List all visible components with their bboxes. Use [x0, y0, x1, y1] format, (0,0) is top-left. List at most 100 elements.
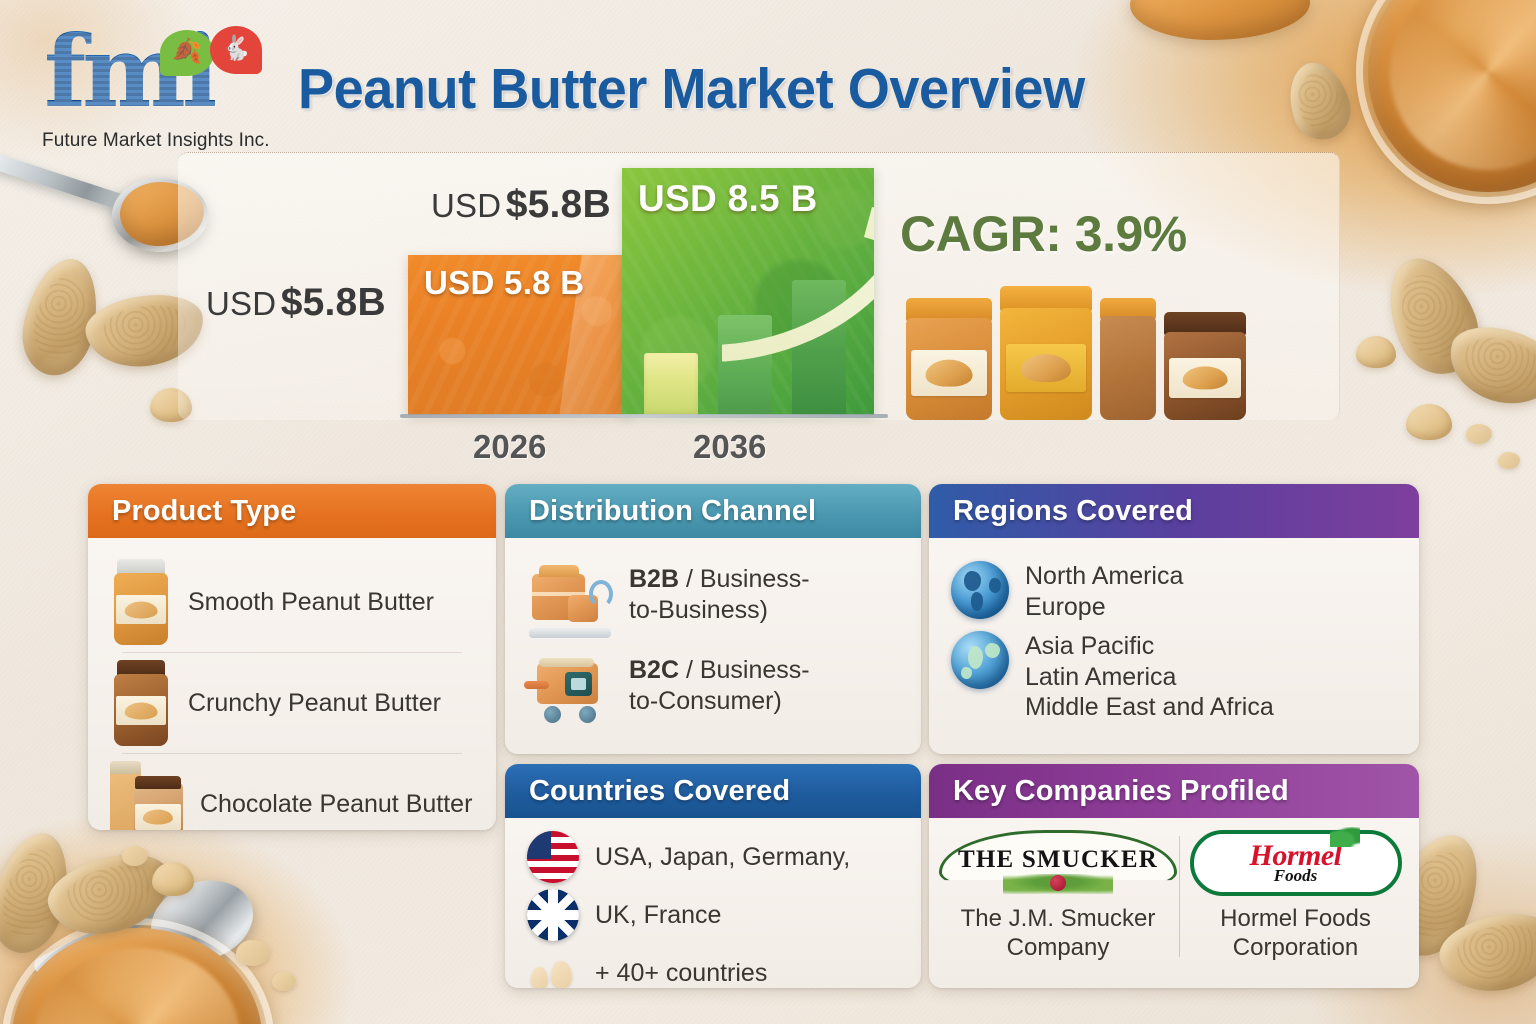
card-key-companies: Key Companies Profiled THE SMUCKER The J… [929, 764, 1419, 988]
jar-lid [117, 660, 165, 678]
product-jars-illustration [906, 275, 1246, 420]
card-key-companies-title: Key Companies Profiled [929, 764, 1419, 818]
parcel-lid [539, 565, 579, 578]
bottle-body [1100, 316, 1156, 420]
card-key-companies-body: THE SMUCKER The J.M. Smucker Company Hor… [929, 818, 1419, 973]
list-item[interactable]: USA, Japan, Germany, [523, 828, 903, 886]
card-regions-covered: Regions Covered North America Europe Asi… [929, 484, 1419, 754]
peanut-crumb-right-2 [1498, 452, 1520, 469]
delivery-cart-icon [523, 655, 613, 723]
logo-tagline: Future Market Insights Inc. [42, 130, 270, 151]
smucker-berry-icon [1050, 875, 1066, 891]
hormel-logo-subtext: Foods [1273, 866, 1318, 885]
rabbit-glyph: 🐇 [221, 35, 251, 63]
card-regions-covered-body: North America Europe Asia Pacific Latin … [929, 538, 1419, 740]
leaf-glyph: 🍂 [172, 38, 202, 66]
region-line: Middle East and Africa [1025, 693, 1274, 721]
product-type-label: Smooth Peanut Butter [188, 587, 434, 616]
list-item[interactable]: UK, France [523, 886, 903, 944]
hormel-foods-logo-icon: Hormel Foods [1189, 827, 1402, 896]
callout-left-prefix: USD [206, 285, 277, 322]
growth-arrow-icon [722, 207, 874, 362]
smooth-peanut-butter-jar-icon [110, 559, 172, 645]
bar-2036: USD 8.5 B [622, 168, 874, 415]
jar-label-front [135, 804, 182, 830]
jar-label [116, 595, 166, 625]
jar-chocolate-icon [1164, 312, 1246, 420]
callout-left-value: $5.8B [280, 281, 386, 324]
jar-label-art-2 [1020, 354, 1072, 382]
distribution-channel-label: B2C / Business- to-Consumer) [629, 655, 810, 716]
hormel-leaf-icon [1329, 827, 1360, 847]
channel-line2: to-Consumer) [629, 686, 782, 715]
flag-uk-icon [527, 889, 579, 941]
region-line: Europe [1025, 592, 1106, 621]
company-smucker[interactable]: THE SMUCKER The J.M. Smucker Company [939, 830, 1177, 963]
chocolate-peanut-butter-jars-icon [110, 761, 184, 830]
globe-land [963, 571, 982, 592]
countries-label: + 40+ countries [595, 958, 768, 987]
peanut-crumb-right-1 [1466, 424, 1492, 444]
channel-rest: / Business- [679, 565, 810, 593]
chart-baseline [400, 414, 888, 418]
bar-2026-texture [408, 255, 630, 415]
list-item[interactable]: Crunchy Peanut Butter [106, 653, 478, 753]
inner-bar-1 [644, 353, 698, 415]
jar-label-art-1 [925, 359, 973, 387]
list-item[interactable]: + 40+ countries [523, 944, 903, 988]
region-group-label: North America Europe [1025, 561, 1183, 622]
market-size-chart: USD $5.8B USD $5.8B USD 5.8 B USD 8.5 B … [178, 150, 1340, 470]
company-hormel[interactable]: Hormel Foods Hormel Foods Corporation [1182, 827, 1409, 963]
list-item[interactable]: North America Europe [947, 554, 1401, 629]
peanut-half-bottom-left [152, 862, 194, 896]
jar-lid-front [135, 776, 182, 789]
list-item[interactable]: B2C / Business- to-Consumer) [523, 645, 903, 728]
cagr-block: CAGR: 3.9% [900, 205, 1320, 263]
cart-handle [523, 681, 550, 690]
region-line: Latin America [1025, 662, 1177, 691]
cart-wheel-left [544, 706, 562, 723]
flag-usa-icon [527, 831, 579, 883]
rabbit-icon: 🐇 [210, 26, 262, 74]
smucker-logo-icon: THE SMUCKER [939, 830, 1177, 896]
peanut-crumb-bottom-3 [272, 972, 296, 991]
jar-label [116, 696, 166, 726]
inner-bar-2 [718, 315, 772, 415]
list-item[interactable]: B2B / Business- to-Business) [523, 552, 903, 645]
company-name: Hormel Foods Corporation [1220, 905, 1371, 961]
list-item[interactable]: Asia Pacific Latin America Middle East a… [947, 629, 1401, 730]
bottle-icon [1100, 298, 1156, 420]
peanut-small [531, 967, 548, 988]
card-regions-covered-title: Regions Covered [929, 484, 1419, 538]
divider [122, 753, 462, 754]
list-item[interactable]: Smooth Peanut Butter [106, 552, 478, 652]
fmi-logo[interactable]: fmi 🍂 🐇 Future Market Insights Inc. [38, 18, 278, 152]
bottle-lid [1100, 298, 1156, 320]
bar-2026-value-label: USD 5.8 B [424, 264, 585, 301]
globe-land [961, 666, 972, 679]
smucker-logo-text: THE SMUCKER [957, 846, 1159, 873]
bar-2026: USD 5.8 B [408, 255, 630, 415]
card-product-type-body: Smooth Peanut Butter Crunchy Peanut Butt… [88, 538, 496, 830]
countries-label: USA, Japan, Germany, [595, 842, 851, 871]
card-countries-covered: Countries Covered USA, Japan, Germany, U… [505, 764, 921, 988]
region-line: North America [1025, 562, 1184, 590]
jar-classic-icon [1000, 286, 1092, 420]
jar-lid-2 [1000, 286, 1092, 312]
hormel-logo-text: Hormel [1249, 839, 1343, 872]
jar-label-2 [1005, 344, 1087, 392]
jar-lid [117, 559, 165, 577]
callout-mid: USD $5.8B [431, 183, 611, 227]
jar-label-4 [1168, 358, 1242, 398]
divider [1179, 836, 1180, 957]
product-type-label: Chocolate Peanut Butter [200, 789, 473, 818]
list-item[interactable]: Chocolate Peanut Butter [106, 754, 478, 830]
channel-code: B2C [629, 656, 680, 684]
bar-2036-value-label: USD 8.5 B [638, 178, 818, 219]
card-countries-covered-title: Countries Covered [505, 764, 921, 818]
axis-label-2036: 2036 [693, 428, 767, 465]
page-header: fmi 🍂 🐇 Future Market Insights Inc. Pean… [0, 0, 1536, 152]
callout-mid-prefix: USD [431, 187, 502, 224]
page-title: Peanut Butter Market Overview [298, 57, 1085, 121]
jar-smooth-icon [906, 298, 992, 420]
